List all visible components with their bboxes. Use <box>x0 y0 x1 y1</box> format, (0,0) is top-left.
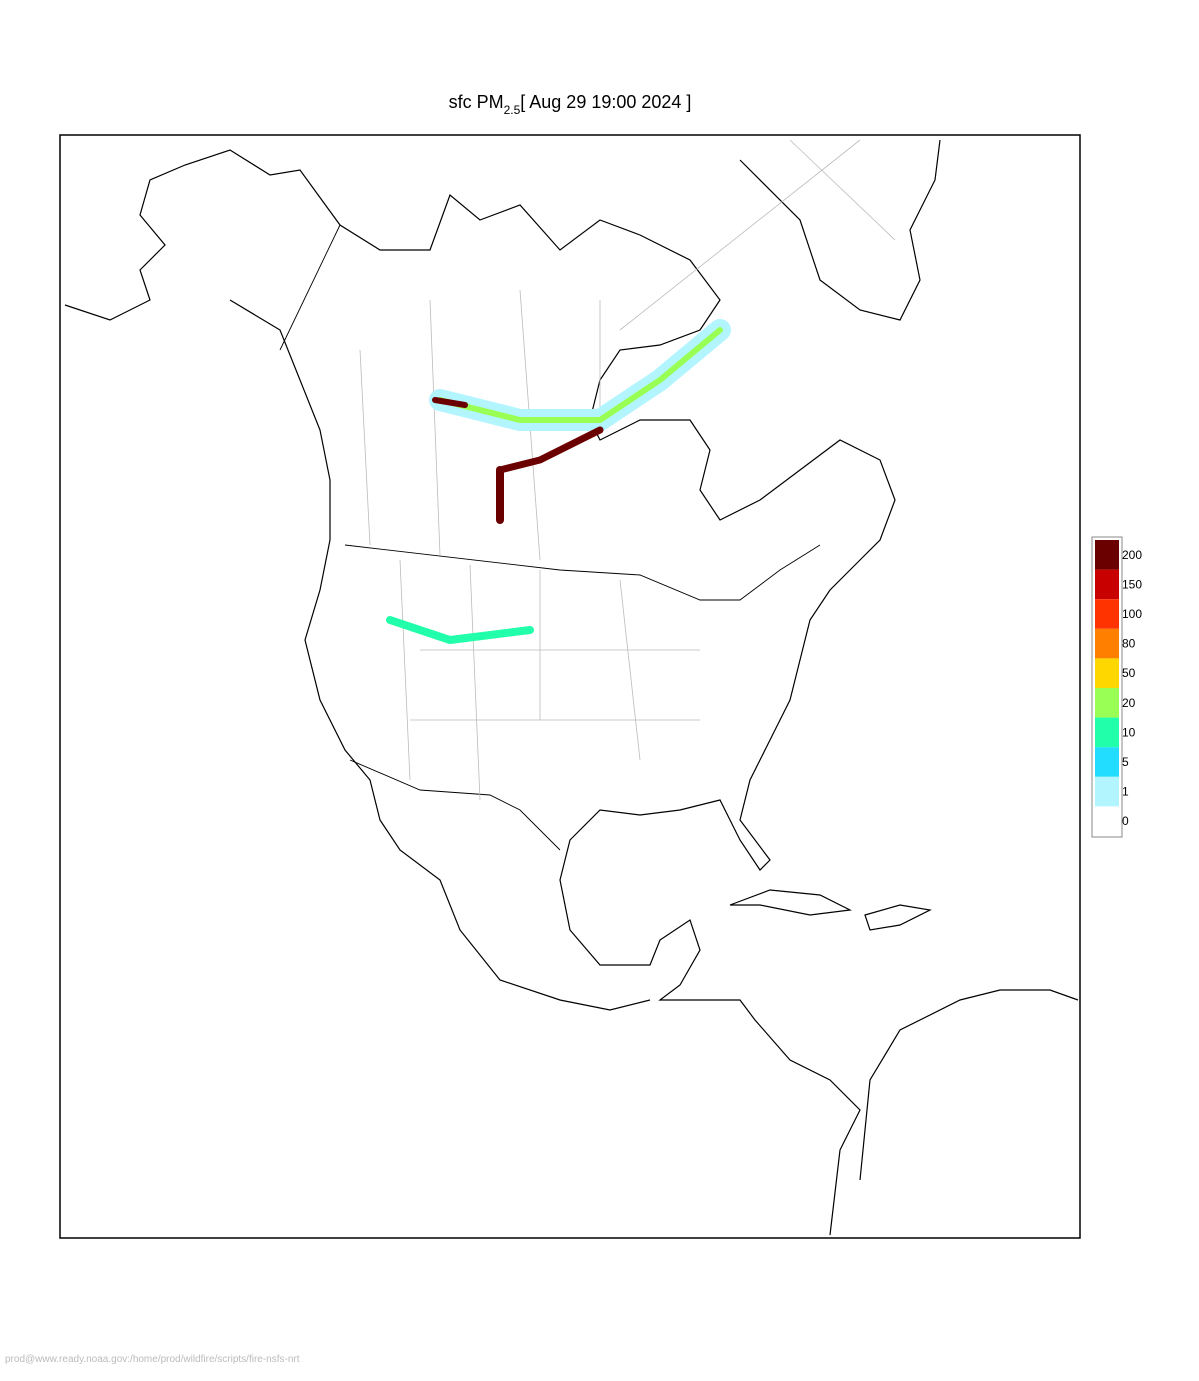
footer-path: prod@www.ready.noaa.gov:/home/prod/wildf… <box>5 1354 300 1365</box>
legend-label: 80 <box>1122 637 1136 651</box>
smoke-plume <box>432 397 468 408</box>
legend-swatch <box>1095 776 1119 807</box>
smoke-plume <box>386 616 534 645</box>
legend-label: 10 <box>1122 725 1136 739</box>
title-main: sfc PM <box>449 92 504 112</box>
legend-swatch <box>1095 688 1119 718</box>
legend-label: 20 <box>1122 696 1136 710</box>
legend-label: 200 <box>1122 548 1142 562</box>
us-mexico-border <box>349 759 561 851</box>
legend-swatch <box>1095 806 1119 836</box>
state-borders <box>359 139 896 801</box>
legend-swatch <box>1095 658 1119 688</box>
legend-label: 0 <box>1122 814 1129 828</box>
hispaniola <box>864 904 932 931</box>
legend-swatch <box>1095 569 1119 600</box>
greenland <box>739 139 941 321</box>
title-subscript: 2.5 <box>504 103 521 117</box>
legend-label: 100 <box>1122 607 1142 621</box>
basemap <box>64 139 1079 1236</box>
map-title: sfc PM2.5[ Aug 29 19:00 2024 ] <box>449 92 692 117</box>
smoke-plume <box>429 319 731 431</box>
legend-label: 5 <box>1122 755 1129 769</box>
legend-swatch <box>1095 747 1119 777</box>
smoke-plume <box>437 327 723 423</box>
west-coastline <box>229 299 651 1011</box>
cuba <box>729 889 853 916</box>
legend-swatch <box>1095 717 1119 748</box>
us-canada-border <box>279 224 821 601</box>
smoke-plume <box>496 426 604 474</box>
legend-label: 50 <box>1122 666 1136 680</box>
coastline <box>64 149 1079 1236</box>
legend-label: 1 <box>1122 785 1129 799</box>
legend-swatch <box>1095 599 1119 629</box>
map-frame <box>59 134 1081 1239</box>
legend-swatch <box>1095 628 1119 659</box>
legend-label: 150 <box>1122 577 1142 591</box>
title-time: [ Aug 29 19:00 2024 ] <box>520 92 691 112</box>
legend-swatch <box>1095 540 1119 570</box>
